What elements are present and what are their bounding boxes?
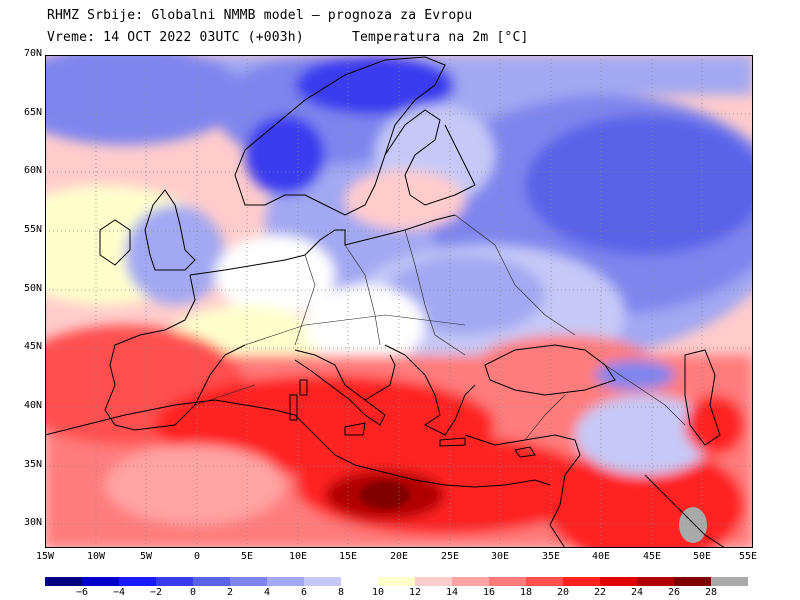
colorbar-segment (489, 577, 526, 586)
lat-label: 45N (23, 341, 42, 352)
colorbar-segment (156, 577, 193, 586)
colorbar-segment (119, 577, 156, 586)
lon-label: 20E (389, 551, 409, 562)
map-canvas (45, 55, 753, 548)
lat-label: 55N (23, 224, 42, 235)
lon-label: 35E (541, 551, 561, 562)
lat-label: 70N (23, 48, 42, 59)
colorbar-label: 16 (482, 587, 496, 598)
colorbar-label: 28 (704, 587, 718, 598)
colorbar-label: 0 (189, 587, 197, 598)
colorbar-segment (674, 577, 711, 586)
colorbar-segment (637, 577, 674, 586)
colorbar-label: 2 (226, 587, 234, 598)
lat-label: 65N (23, 107, 42, 118)
lat-label: 35N (23, 459, 42, 470)
lon-label: 25E (440, 551, 460, 562)
colorbar-segment (230, 577, 267, 586)
lon-label: 5W (139, 551, 153, 562)
lon-label: 40E (591, 551, 611, 562)
lon-label: 10W (86, 551, 106, 562)
colorbar-label: 18 (519, 587, 533, 598)
chart-title: RHMZ Srbije: Globalni NMMB model — progn… (47, 8, 473, 23)
lat-label: 50N (23, 283, 42, 294)
colorbar-label: 6 (300, 587, 308, 598)
colorbar-segment (341, 577, 378, 586)
forecast-time: Vreme: 14 OCT 2022 03UTC (+003h) (47, 30, 304, 45)
lat-label: 40N (23, 400, 42, 411)
colorbar-segment (711, 577, 748, 586)
lat-label: 60N (23, 165, 42, 176)
colorbar (45, 577, 748, 586)
colorbar-segment (267, 577, 304, 586)
colorbar-label: −6 (75, 587, 89, 598)
max-temp-spot (360, 481, 410, 509)
colorbar-segment (193, 577, 230, 586)
map-frame (45, 55, 753, 548)
colorbar-label: −2 (149, 587, 163, 598)
variable-label: Temperatura na 2m [°C] (352, 30, 529, 45)
lon-label: 15E (338, 551, 358, 562)
colorbar-segment (563, 577, 600, 586)
lat-label: 30N (23, 517, 42, 528)
colorbar-label: 12 (408, 587, 422, 598)
colorbar-segment (82, 577, 119, 586)
colorbar-segment (526, 577, 563, 586)
grey-hot-spot (679, 507, 707, 543)
lon-label: 0 (193, 551, 201, 562)
borders (194, 214, 686, 441)
temperature-map (45, 55, 753, 548)
lon-label: 55E (738, 551, 758, 562)
colorbar-segment (45, 577, 82, 586)
colorbar-label: 8 (337, 587, 345, 598)
colorbar-segment (304, 577, 341, 586)
colorbar-segment (600, 577, 637, 586)
colorbar-label: 20 (556, 587, 570, 598)
colorbar-segment (415, 577, 452, 586)
colorbar-label: 24 (630, 587, 644, 598)
lon-label: 30E (490, 551, 510, 562)
colorbar-label: 14 (445, 587, 459, 598)
colorbar-label: 4 (263, 587, 271, 598)
colorbar-segment (378, 577, 415, 586)
lon-label: 15W (35, 551, 55, 562)
lon-label: 50E (692, 551, 712, 562)
lon-label: 5E (240, 551, 254, 562)
colorbar-segment (452, 577, 489, 586)
lon-label: 10E (288, 551, 308, 562)
colorbar-label: 10 (371, 587, 385, 598)
colorbar-label: −4 (112, 587, 126, 598)
colorbar-label: 26 (667, 587, 681, 598)
colorbar-label: 22 (593, 587, 607, 598)
lon-label: 45E (642, 551, 662, 562)
coastlines (45, 56, 726, 548)
